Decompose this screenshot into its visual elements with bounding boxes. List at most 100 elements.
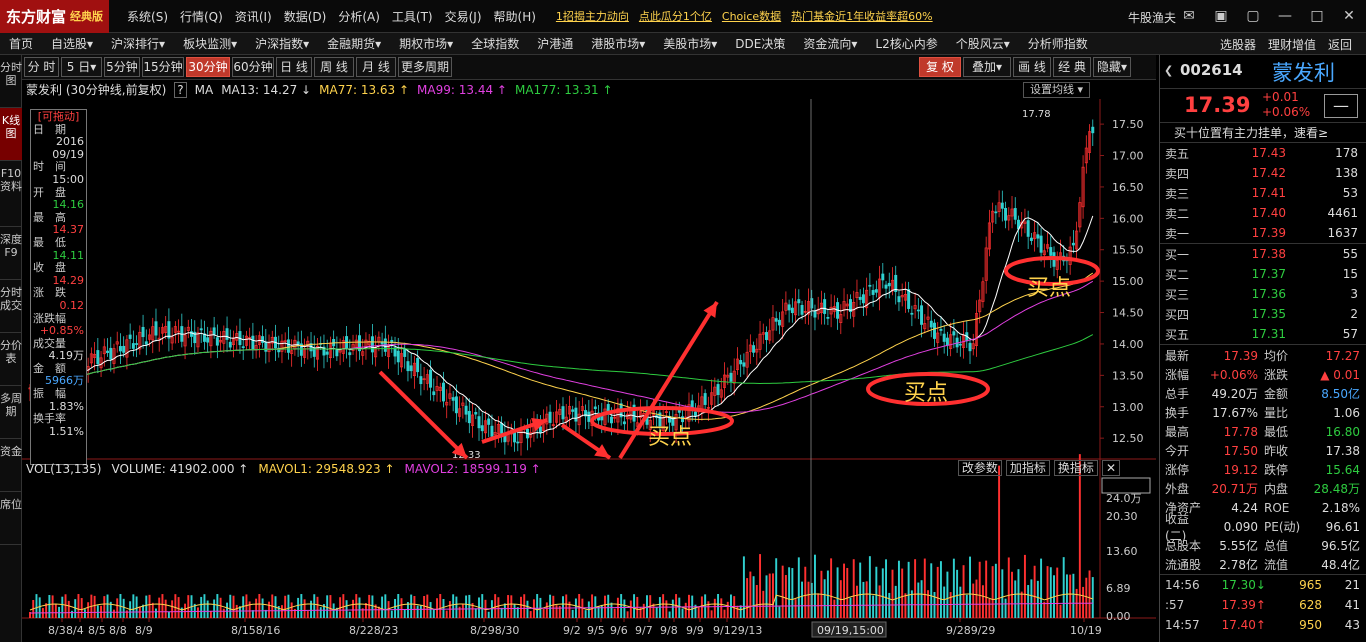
remove-watchlist-button[interactable]: —: [1324, 94, 1358, 118]
period-button-5[interactable]: 60分钟: [232, 57, 274, 77]
nav-item-3[interactable]: 板块监测▾: [183, 37, 238, 51]
candle-body: [1091, 126, 1095, 134]
nav-item-10[interactable]: 美股市场▾: [663, 37, 718, 51]
nav-right-item-1[interactable]: 理财增值: [1267, 37, 1316, 52]
stat-key: 跌停: [1264, 463, 1289, 477]
info-label-8: 涨跌幅: [33, 311, 66, 325]
nav-right-item-2[interactable]: 返回: [1327, 37, 1352, 52]
nav-item-2[interactable]: 沪深排行▾: [111, 37, 166, 51]
nav-item-11[interactable]: DDE决策: [735, 37, 786, 51]
candle-body: [613, 416, 617, 419]
period-button-9[interactable]: 更多周期▾: [398, 57, 452, 92]
nav-item-14[interactable]: 个股风云▾: [955, 37, 1010, 51]
nav-item-6[interactable]: 期权市场▾: [399, 37, 454, 51]
side-tab-3[interactable]: 深度F9: [0, 227, 22, 280]
bids-row[interactable]: 买四 17.35 2: [1160, 304, 1366, 324]
asks-row[interactable]: 卖二 17.40 4461: [1160, 203, 1366, 223]
candle-body: [845, 303, 849, 307]
menu-item-2[interactable]: 资讯(I): [234, 9, 272, 24]
nav-item-4[interactable]: 沪深指数▾: [255, 37, 310, 51]
period-button-0[interactable]: 分 时: [24, 57, 59, 77]
side-tab-8[interactable]: 席位: [0, 492, 22, 545]
vol-button-3[interactable]: ✕: [1101, 460, 1120, 476]
menu-item-3[interactable]: 数据(D): [283, 9, 327, 24]
nav-item-9[interactable]: 港股市场▾: [591, 37, 646, 51]
drag-handle[interactable]: [可拖动]: [37, 110, 80, 123]
tool-button-1[interactable]: 叠加▾: [963, 57, 1011, 77]
side-tab-2[interactable]: F10资料: [0, 161, 22, 227]
asks-row[interactable]: 卖一 17.39 1637: [1160, 223, 1366, 243]
bids-row[interactable]: 买三 17.36 3: [1160, 284, 1366, 304]
candle-body: [567, 406, 571, 415]
menu-item-5[interactable]: 工具(T): [391, 9, 433, 24]
vol-button-0[interactable]: 改参数: [957, 460, 1002, 476]
side-tab-0[interactable]: 分时图: [0, 55, 22, 108]
orderbook-tip-link[interactable]: 买十位置有主力挂单，速看≥: [1160, 123, 1366, 143]
nav-right-item-0[interactable]: 选股器: [1219, 37, 1256, 52]
vol-button-2[interactable]: 换指标: [1053, 460, 1098, 476]
username[interactable]: 牛股渔夫: [1127, 11, 1176, 25]
tool-button-2[interactable]: 画 线: [1013, 57, 1051, 77]
menu-item-6[interactable]: 交易(J): [444, 9, 482, 24]
candle-body: [884, 284, 888, 289]
nav-item-5[interactable]: 金融期货▾: [327, 37, 382, 51]
period-button-1[interactable]: 5 日▾: [61, 57, 102, 77]
menu-item-7[interactable]: 帮助(H): [493, 9, 536, 24]
asks-row[interactable]: 卖四 17.42 138: [1160, 163, 1366, 183]
nav-item-8[interactable]: 沪港通: [537, 37, 574, 51]
help-button[interactable]: ?: [174, 81, 187, 98]
promo-link-3[interactable]: 热门基金近1年收益率超60%: [791, 10, 933, 23]
candle-body: [829, 306, 833, 315]
bids-row[interactable]: 买五 17.31 57: [1160, 324, 1366, 344]
period-button-6[interactable]: 日 线: [276, 57, 312, 77]
bids-row[interactable]: 买一 17.38 55: [1160, 244, 1366, 264]
restore-icon[interactable]: ▢: [1246, 8, 1260, 24]
kline-chart[interactable]: 17.50 17.00 16.50 16.00 15.50 15.00 14.50 14.00…: [22, 80, 1156, 642]
price-tick-label: 14.50: [1112, 307, 1144, 320]
vol-button-1[interactable]: 加指标: [1005, 460, 1050, 476]
promo-link-2[interactable]: Choice数据: [721, 10, 782, 23]
prev-stock-icon[interactable]: ❮: [1164, 64, 1174, 77]
promo-link-1[interactable]: 点此瓜分1个亿: [638, 10, 712, 23]
bids-row[interactable]: 买二 17.37 15: [1160, 264, 1366, 284]
nav-item-1[interactable]: 自选股▾: [51, 37, 94, 51]
period-button-2[interactable]: 5分钟: [104, 57, 140, 77]
side-tab-1[interactable]: K线图: [0, 108, 22, 161]
ask-list: 卖五 17.43 178 卖四 17.42 138 卖三 17.41 53 卖二 17.40 4461…: [1160, 143, 1366, 244]
side-tab-4[interactable]: 分时成交: [0, 280, 22, 333]
skin-icon[interactable]: ▣: [1214, 8, 1228, 24]
side-tab-7[interactable]: 资金: [0, 439, 22, 492]
nav-item-15[interactable]: 分析师指数: [1027, 37, 1088, 51]
candle-body: [761, 332, 765, 335]
nav-item-13[interactable]: L2核心内参: [875, 37, 938, 51]
maximize-icon[interactable]: □: [1310, 8, 1324, 24]
menu-item-1[interactable]: 行情(Q): [180, 9, 223, 24]
nav-item-7[interactable]: 全球指数: [471, 37, 520, 51]
asks-row[interactable]: 卖三 17.41 53: [1160, 183, 1366, 203]
menu-item-4[interactable]: 分析(A): [338, 9, 380, 24]
menu-item-0[interactable]: 系统(S): [127, 9, 168, 24]
asks-row[interactable]: 卖五 17.43 178: [1160, 143, 1366, 163]
candle-body: [206, 337, 210, 343]
period-button-8[interactable]: 月 线: [356, 57, 396, 77]
mail-icon[interactable]: ✉: [1183, 8, 1195, 24]
tool-button-3[interactable]: 经 典: [1053, 57, 1091, 77]
side-tab-5[interactable]: 分价表: [0, 333, 22, 386]
tool-button-4[interactable]: 隐藏▾: [1093, 57, 1131, 77]
nav-item-12[interactable]: 资金流向▾: [803, 37, 858, 51]
nav-item-0[interactable]: 首页: [9, 37, 34, 51]
minimize-icon[interactable]: —: [1278, 8, 1292, 24]
stat-row: 涨幅 +0.06% 涨跌 ▲ 0.01: [1160, 365, 1366, 384]
period-button-3[interactable]: 15分钟: [142, 57, 184, 77]
close-icon[interactable]: ✕: [1343, 8, 1355, 24]
period-button-7[interactable]: 周 线: [314, 57, 354, 77]
set-ma-button[interactable]: 设置均线 ▾: [1022, 82, 1090, 98]
period-button-4[interactable]: 30分钟: [186, 57, 230, 77]
data-window[interactable]: [可拖动] 日 期 2016 09/19 时 间 15:00 开 盘 14.16 最 高 14.3…: [30, 109, 87, 465]
tool-button-0[interactable]: 复 权: [919, 57, 961, 77]
candle-body: [939, 328, 943, 331]
mavol2-line: [30, 602, 1093, 614]
candle-body: [186, 326, 190, 331]
side-tab-6[interactable]: 多周期: [0, 386, 22, 439]
promo-link-0[interactable]: 1招揭主力动向: [555, 10, 629, 23]
